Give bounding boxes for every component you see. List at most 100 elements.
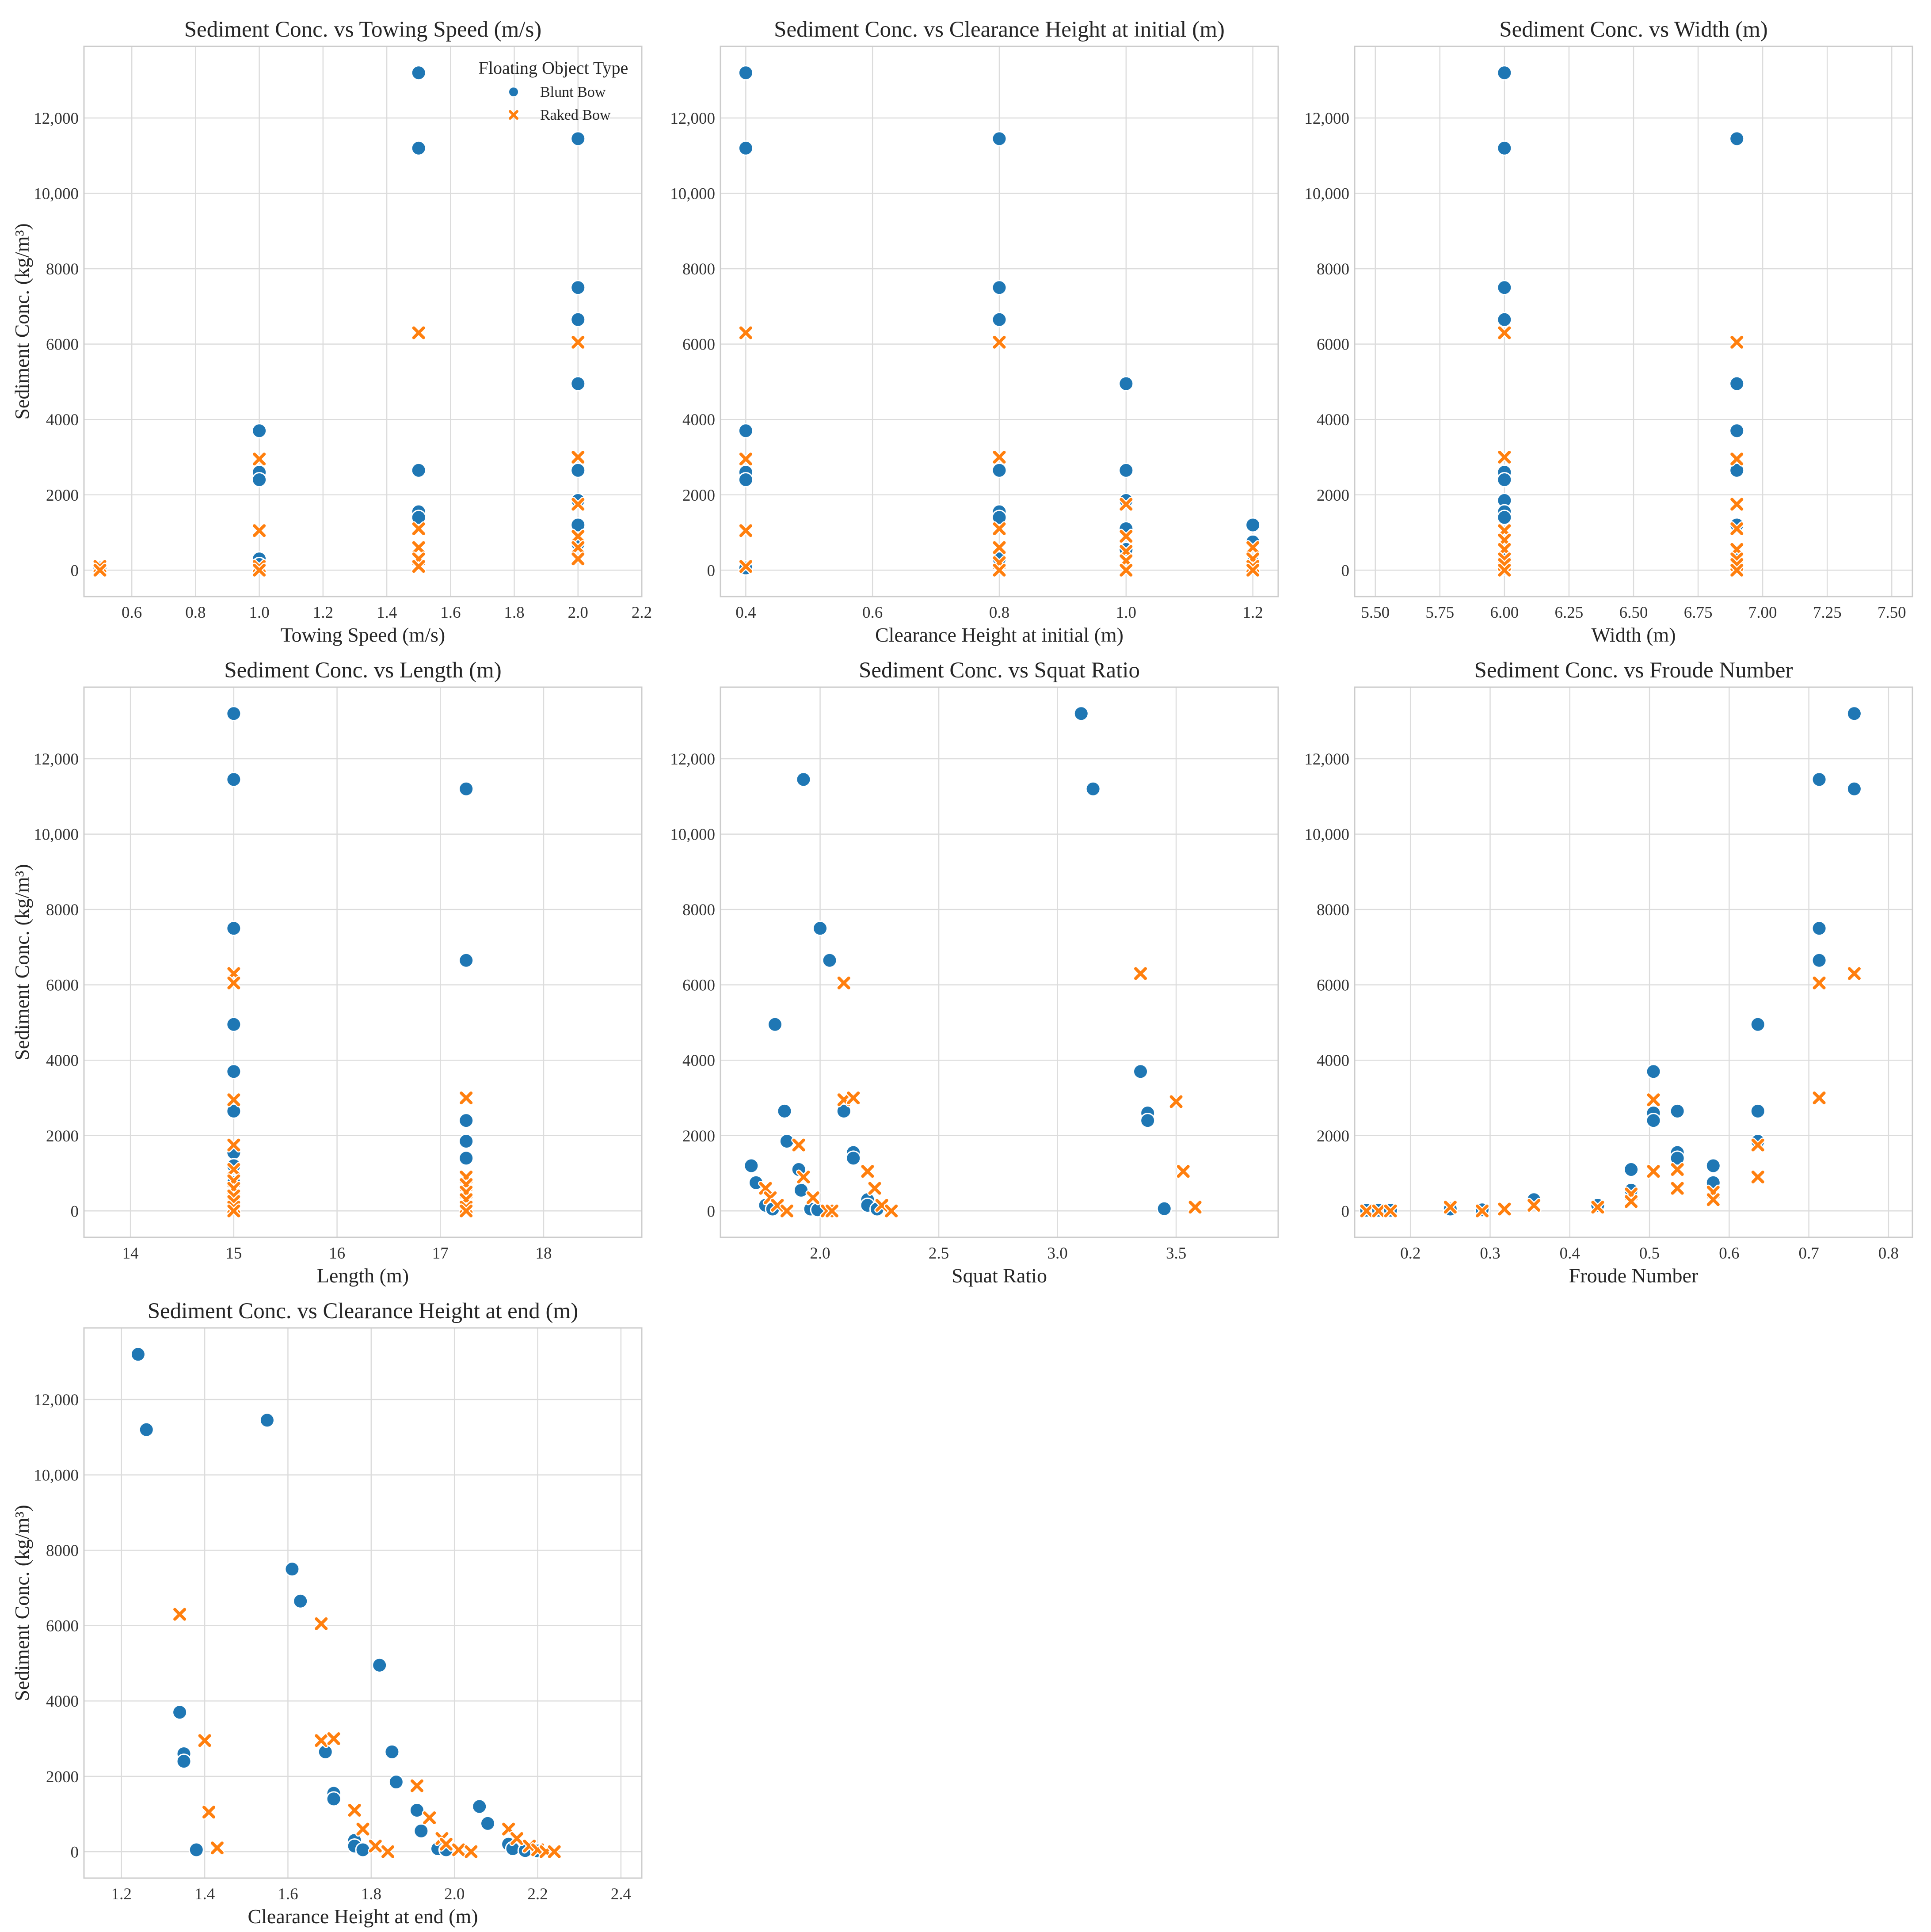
data-point-raked-bow	[796, 1169, 811, 1185]
data-point-blunt-bow	[793, 1182, 809, 1198]
chart-panel-1: 0.6 0.8 1.0 1.2 1.4 1.6 1.8 2.0 2.2 0 2000 4000 6000…	[11, 17, 652, 646]
data-point-blunt-bow	[409, 1803, 425, 1818]
x-tick-label: 7.50	[1878, 604, 1906, 622]
data-point-blunt-bow	[846, 1150, 861, 1166]
data-point-raked-bow	[251, 451, 267, 467]
chart-panel-2: 0.4 0.6 0.8 1.0 1.2 0 2000 4000 6000 8000 10,000 12…	[670, 17, 1279, 646]
data-point-blunt-bow	[458, 1150, 474, 1166]
x-tick-label: 0.6	[122, 604, 142, 622]
y-tick-label: 12,000	[34, 1391, 79, 1409]
data-point-blunt-bow	[1729, 423, 1745, 439]
x-tick-label: 2.5	[929, 1244, 949, 1263]
data-point-raked-bow	[779, 1203, 795, 1219]
data-point-raked-bow	[1497, 449, 1512, 465]
data-point-raked-bow	[1750, 1137, 1766, 1153]
data-point-raked-bow	[226, 1092, 241, 1107]
y-tick-label: 10,000	[34, 1467, 79, 1485]
data-point-blunt-bow	[1156, 1201, 1172, 1217]
data-point-raked-bow	[1670, 1162, 1685, 1177]
x-tick-label: 6.00	[1490, 604, 1519, 622]
data-point-raked-bow	[992, 449, 1007, 465]
data-point-raked-bow	[1847, 966, 1862, 981]
y-tick-label: 2000	[46, 487, 79, 505]
data-point-raked-bow	[226, 1162, 241, 1177]
chart-title: Sediment Conc. vs Length (m)	[224, 658, 502, 683]
data-point-blunt-bow	[738, 423, 754, 439]
data-point-raked-bow	[1590, 1199, 1605, 1215]
y-tick-label: 2000	[682, 487, 715, 505]
data-point-raked-bow	[570, 335, 586, 350]
data-point-blunt-bow	[1073, 706, 1089, 722]
data-point-raked-bow	[791, 1137, 807, 1153]
x-tick-label: 1.0	[1116, 604, 1136, 622]
y-tick-label: 10,000	[1304, 185, 1349, 203]
x-tick-label: 6.50	[1619, 604, 1648, 622]
data-point-raked-bow	[846, 1090, 861, 1106]
x-tick-label: 1.4	[194, 1885, 215, 1903]
data-point-raked-bow	[1371, 1203, 1386, 1219]
data-point-raked-bow	[570, 540, 586, 555]
data-point-blunt-bow	[738, 472, 754, 488]
x-tick-label: 1.0	[249, 604, 270, 622]
data-point-raked-bow	[805, 1190, 821, 1206]
data-point-raked-bow	[1188, 1199, 1203, 1215]
x-axis-label: Length (m)	[317, 1264, 409, 1287]
data-point-blunt-bow	[411, 510, 427, 525]
x-tick-label: 0.4	[1560, 1244, 1580, 1263]
y-tick-label: 0	[1341, 1202, 1350, 1221]
data-point-raked-bow	[411, 521, 427, 536]
data-point-blunt-bow	[411, 140, 427, 156]
data-point-raked-bow	[411, 540, 427, 555]
data-point-raked-bow	[1497, 325, 1512, 341]
plot-area	[84, 1328, 642, 1878]
chart-panel-5: 2.0 2.5 3.0 3.5 0 2000 4000 6000 8000 10,000 12,00…	[670, 658, 1279, 1287]
x-tick-label: 0.2	[1400, 1244, 1421, 1263]
data-point-raked-bow	[368, 1838, 383, 1854]
data-point-blunt-bow	[570, 376, 586, 392]
data-point-blunt-bow	[1623, 1162, 1639, 1178]
y-tick-label: 6000	[46, 977, 79, 995]
data-point-raked-bow	[201, 1804, 217, 1820]
data-point-raked-bow	[1729, 497, 1744, 512]
y-tick-label: 8000	[682, 901, 715, 919]
data-point-blunt-bow	[188, 1842, 204, 1858]
data-point-blunt-bow	[251, 472, 267, 488]
y-tick-label: 0	[71, 562, 79, 580]
data-point-raked-bow	[570, 497, 586, 512]
x-tick-label: 0.7	[1799, 1244, 1819, 1263]
data-point-raked-bow	[458, 1090, 474, 1106]
x-tick-label: 1.8	[361, 1885, 381, 1903]
y-tick-label: 0	[71, 1202, 79, 1221]
legend: Floating Object Type Blunt Bow Raked Bow	[479, 58, 628, 123]
y-tick-label: 8000	[46, 901, 79, 919]
data-point-blunt-bow	[570, 517, 586, 533]
legend-title: Floating Object Type	[479, 58, 628, 78]
x-tick-label: 7.25	[1813, 604, 1842, 622]
y-tick-label: 8000	[46, 1542, 79, 1560]
legend-entry: Raked Bow	[540, 107, 611, 123]
data-point-raked-bow	[226, 975, 241, 991]
data-point-blunt-bow	[836, 1103, 852, 1119]
data-point-raked-bow	[251, 563, 267, 578]
y-tick-label: 6000	[1317, 336, 1349, 354]
data-point-raked-bow	[992, 335, 1007, 350]
plot-area	[84, 46, 642, 597]
y-tick-label: 10,000	[1304, 826, 1349, 844]
data-point-blunt-bow	[796, 772, 811, 787]
data-point-raked-bow	[769, 1198, 785, 1213]
data-point-raked-bow	[226, 1203, 241, 1219]
data-point-raked-bow	[1729, 563, 1744, 578]
data-point-raked-bow	[1359, 1203, 1375, 1219]
data-point-blunt-bow	[1750, 1103, 1766, 1119]
plot-area	[720, 687, 1278, 1237]
y-tick-label: 12,000	[34, 110, 79, 128]
data-point-raked-bow	[1623, 1194, 1639, 1209]
data-point-raked-bow	[1245, 563, 1261, 578]
x-tick-label: 3.5	[1166, 1244, 1186, 1263]
data-point-blunt-bow	[458, 952, 474, 968]
data-point-blunt-bow	[384, 1744, 400, 1760]
data-point-raked-bow	[326, 1731, 342, 1746]
axes-frame	[83, 1327, 643, 1879]
x-tick-label: 1.2	[111, 1885, 132, 1903]
axes-frame	[720, 686, 1279, 1238]
